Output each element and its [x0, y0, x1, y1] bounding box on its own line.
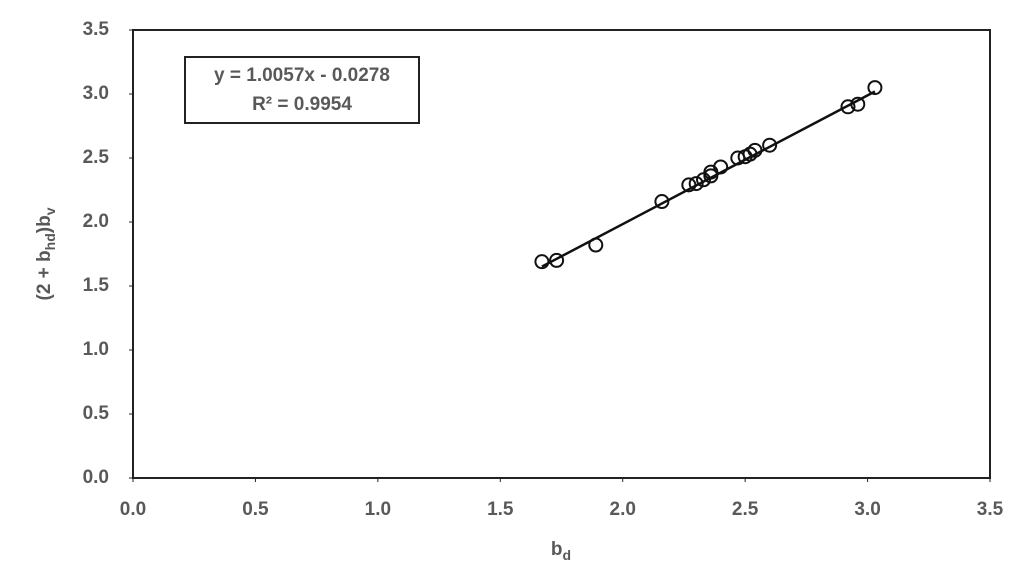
y-label-part: )b [34, 215, 55, 233]
y-tick-label: 2.5 [83, 147, 110, 168]
x-tick-label: 1.5 [487, 499, 514, 520]
y-tick-label: 1.0 [83, 339, 109, 360]
y-tick-label: 0.0 [83, 467, 109, 488]
y-tick-label: 3.5 [83, 19, 110, 40]
data-point [762, 137, 778, 153]
equation-box [184, 56, 420, 124]
y-axis-label: (2 + bhd)bv [34, 207, 58, 300]
data-point [867, 80, 883, 96]
y-tick-label: 0.5 [83, 403, 110, 424]
x-tick-label: 3.0 [854, 499, 880, 520]
x-axis-label: bd [551, 539, 571, 563]
x-label-part: d [563, 547, 572, 563]
data-point [840, 99, 856, 115]
data-point [534, 254, 550, 270]
x-tick-label: 2.5 [732, 499, 759, 520]
trend-equation: y = 1.0057x - 0.0278 [214, 65, 390, 86]
y-label-part: (2 + b [34, 250, 55, 300]
x-label-part: b [551, 539, 563, 560]
data-point [747, 142, 763, 158]
data-point [688, 176, 704, 192]
data-point [588, 237, 604, 253]
y-label-part: v [42, 207, 58, 215]
x-tick-label: 0.5 [242, 499, 269, 520]
data-point [681, 177, 697, 193]
data-point [703, 168, 719, 184]
data-point [850, 96, 866, 112]
y-label-part: hd [42, 233, 58, 250]
data-point [549, 252, 565, 268]
r-squared: R² = 0.9954 [252, 94, 352, 115]
plot-area [132, 29, 991, 479]
y-tick-label: 1.5 [83, 275, 110, 296]
y-tick-label: 3.0 [83, 83, 109, 104]
y-tick-label: 2.0 [83, 211, 109, 232]
x-tick-label: 2.0 [610, 499, 636, 520]
x-tick-label: 1.0 [365, 499, 391, 520]
data-point [713, 159, 729, 175]
data-point [654, 194, 670, 210]
x-tick-label: 3.5 [977, 499, 1004, 520]
x-tick-label: 0.0 [120, 499, 146, 520]
